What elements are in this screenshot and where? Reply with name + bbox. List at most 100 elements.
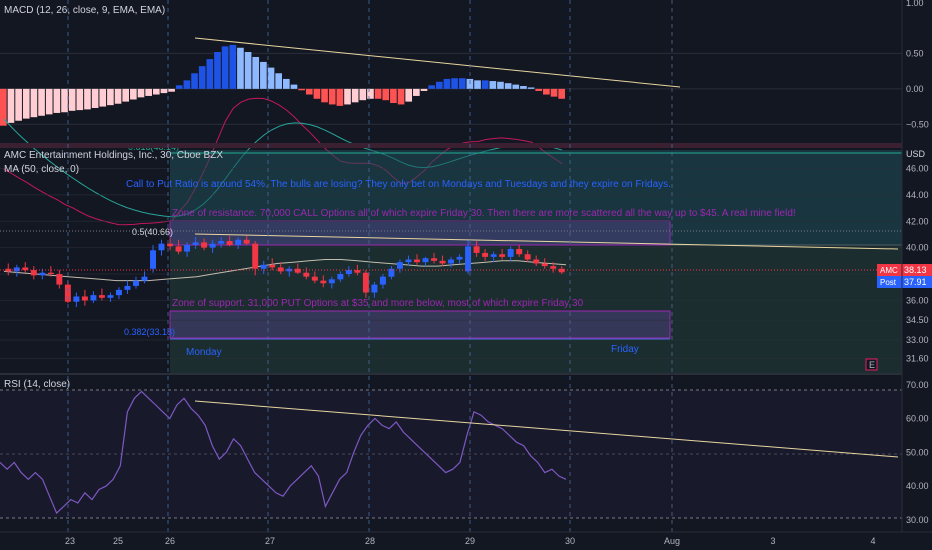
macd-pane: MACD (12, 26, close, 9, EMA, EMA) 1.00 0.… [0, 0, 929, 226]
price-candle [294, 263, 301, 275]
time-axis-tick: 23 [65, 536, 75, 546]
macd-histogram-bar [137, 88, 145, 98]
pane-separator[interactable] [0, 143, 902, 148]
time-axis-tick: 28 [365, 536, 375, 546]
macd-histogram-bar [206, 59, 214, 89]
macd-histogram-bar [53, 88, 61, 113]
macd-histogram-bar [313, 88, 321, 99]
macd-histogram-bar [122, 88, 130, 102]
price-pane: AMC Entertainment Holdings, Inc., 30, Cb… [0, 149, 932, 373]
price-candle [388, 266, 395, 280]
label-monday[interactable]: Monday [186, 347, 222, 358]
time-axis[interactable]: 23 25 26 27 28 29 30 Aug 3 4 [65, 536, 876, 546]
macd-histogram-bar [382, 88, 390, 101]
price-candle [456, 254, 463, 264]
time-axis-tick: 3 [770, 536, 775, 546]
pane-separator-2[interactable] [0, 373, 902, 375]
macd-histogram-bar [91, 88, 99, 108]
macd-histogram-bar [512, 84, 520, 89]
price-candle [414, 254, 420, 265]
macd-histogram-bar [305, 88, 313, 95]
macd-axis-tick: 0.00 [906, 84, 924, 94]
macd-histogram-bar [321, 88, 328, 103]
price-candle [133, 276, 139, 289]
rsi-axis-tick: 50.00 [906, 447, 929, 457]
macd-histogram-bar [428, 85, 435, 89]
time-axis-tick: 30 [565, 536, 575, 546]
lower-zone[interactable] [170, 245, 902, 373]
macd-histogram-bar [15, 88, 22, 121]
svg-text:37.91: 37.91 [904, 277, 927, 287]
macd-trendline[interactable] [194, 37, 681, 88]
time-axis-tick: 25 [113, 536, 123, 546]
resistance-box[interactable] [169, 220, 671, 246]
price-candle [192, 237, 199, 249]
macd-histogram-bar [374, 88, 382, 99]
macd-histogram-bar [543, 88, 550, 95]
earnings-marker[interactable]: E [865, 358, 878, 371]
price-candle [303, 267, 310, 280]
price-candle [422, 256, 429, 267]
macd-histogram-bar [0, 88, 7, 126]
macd-histogram-bar [237, 47, 244, 89]
macd-histogram-bar [550, 88, 558, 97]
macd-histogram-bar [183, 80, 191, 89]
price-candle [516, 245, 523, 257]
macd-legend: MACD (12, 26, close, 9, EMA, EMA) [4, 5, 165, 16]
price-candle [39, 268, 46, 280]
price-candle [541, 258, 548, 269]
label-friday[interactable]: Friday [611, 344, 639, 355]
note-resistance[interactable]: Zone of resistance. 70,000 CALL Options … [172, 208, 796, 219]
price-candle [13, 264, 20, 277]
macd-histogram-bar [7, 88, 15, 123]
price-candle [499, 248, 506, 260]
note-call-put-ratio[interactable]: Call to Put Ratio is around 54%. The bul… [126, 179, 671, 190]
macd-histogram-bar [535, 88, 543, 91]
price-trendline[interactable] [194, 233, 899, 250]
price-candle [482, 248, 489, 261]
price-candle [286, 266, 293, 277]
price-candle [47, 266, 54, 277]
price-candle [5, 263, 12, 276]
macd-histogram-bar [359, 88, 367, 101]
svg-text:E: E [869, 360, 875, 370]
price-candle [320, 275, 327, 288]
macd-histogram-bar [107, 88, 114, 106]
macd-histogram-bar [168, 88, 175, 92]
price-candle [328, 276, 335, 289]
price-candle [269, 258, 276, 271]
currency-label[interactable]: USD [906, 149, 926, 159]
macd-axis-tick: 0.50 [906, 48, 924, 58]
price-candle [465, 239, 472, 275]
price-candle [175, 239, 182, 255]
support-box[interactable] [169, 310, 671, 339]
price-candle [201, 238, 208, 251]
macd-histogram-bar [252, 56, 260, 89]
macd-histogram-bar [221, 46, 229, 89]
price-candle [490, 251, 497, 263]
macd-histogram-bar [152, 88, 160, 95]
macd-histogram-bar [390, 88, 397, 104]
price-candle [362, 270, 369, 298]
price-candle [550, 262, 557, 273]
macd-axis-tick: −0.50 [906, 119, 929, 129]
price-candle [507, 246, 514, 261]
price-axis-tick: 34.50 [906, 315, 929, 325]
price-candle [524, 250, 531, 263]
price-badge: AMC 38.13 [877, 264, 932, 276]
price-candle [124, 280, 131, 294]
rsi-trendline[interactable] [194, 400, 899, 458]
price-axis-tick: 36.00 [906, 295, 929, 305]
price-candle [30, 266, 37, 280]
macd-histogram-bar [244, 52, 252, 89]
macd-histogram-bar [420, 88, 428, 91]
price-candle [22, 262, 29, 273]
price-candle [473, 241, 480, 257]
macd-histogram-bar [397, 88, 405, 105]
price-legend-line2: MA (50, close, 0) [4, 164, 79, 175]
price-candle [431, 252, 437, 264]
macd-histogram-bar [175, 85, 183, 89]
svg-text:38.13: 38.13 [904, 265, 927, 275]
note-support[interactable]: Zone of support. 31,000 PUT Options at $… [172, 298, 584, 309]
price-axis-tick: 40.00 [906, 243, 929, 253]
